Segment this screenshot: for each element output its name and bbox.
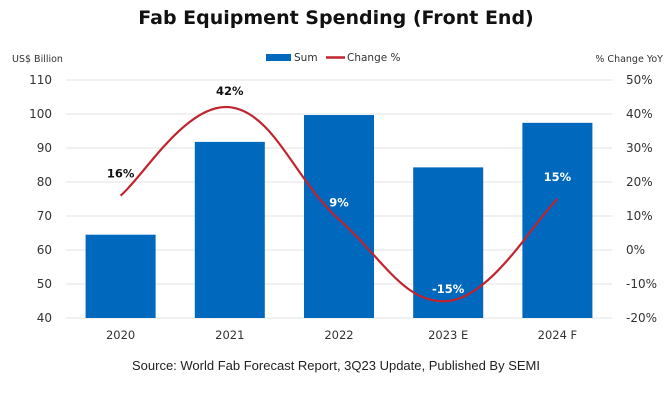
bar-series <box>85 115 593 319</box>
data-label: 15% <box>544 170 572 184</box>
y-tick-label: 80 <box>37 175 52 189</box>
chart-title: Fab Equipment Spending (Front End) <box>138 7 533 29</box>
line-series <box>119 106 559 303</box>
x-axis: 2020 2021 2022 2023 E 2024 F <box>106 328 577 342</box>
y-tick-label: 70 <box>37 209 52 223</box>
data-label: 16% <box>107 167 135 181</box>
legend-label-sum: Sum <box>294 52 318 64</box>
y2-tick-label: -10% <box>626 277 657 291</box>
data-label: -15% <box>432 282 465 296</box>
data-labels: 16% 42% 9% -15% 15% <box>107 84 572 296</box>
legend-swatch-sum <box>266 54 291 61</box>
change-line <box>119 106 559 303</box>
y2-tick-label: 0% <box>626 243 645 257</box>
bar <box>304 115 374 319</box>
x-tick-label: 2022 <box>324 328 353 342</box>
y2-axis-title: % Change YoY <box>595 54 663 65</box>
legend: Sum Change % <box>266 52 401 64</box>
bar <box>522 122 593 318</box>
y-tick-label: 110 <box>29 73 52 87</box>
y-axis: 40 50 60 70 80 90 100 110 <box>29 73 52 325</box>
data-label: 9% <box>329 195 349 209</box>
y2-tick-label: 10% <box>626 209 653 223</box>
bar <box>85 234 156 318</box>
y-tick-label: 50 <box>37 277 52 291</box>
source-note: Source: World Fab Forecast Report, 3Q23 … <box>132 358 540 373</box>
data-label: 42% <box>216 84 244 98</box>
x-tick-label: 2020 <box>106 328 135 342</box>
x-tick-label: 2023 E <box>428 328 468 342</box>
x-tick-label: 2024 F <box>538 328 578 342</box>
y2-tick-label: 50% <box>626 73 653 87</box>
y2-tick-label: -20% <box>626 311 657 325</box>
y-tick-label: 100 <box>29 107 52 121</box>
x-tick-label: 2021 <box>215 328 244 342</box>
y-tick-label: 60 <box>37 243 52 257</box>
y-tick-label: 40 <box>37 311 52 325</box>
y2-tick-label: 40% <box>626 107 653 121</box>
y2-tick-label: 30% <box>626 141 653 155</box>
y2-tick-label: 20% <box>626 175 653 189</box>
y-axis-title: US$ Billion <box>12 54 63 65</box>
y2-axis: -20% -10% 0% 10% 20% 30% 40% 50% <box>626 73 657 325</box>
legend-label-change: Change % <box>347 52 401 64</box>
bar <box>194 141 265 318</box>
y-tick-label: 90 <box>37 141 52 155</box>
